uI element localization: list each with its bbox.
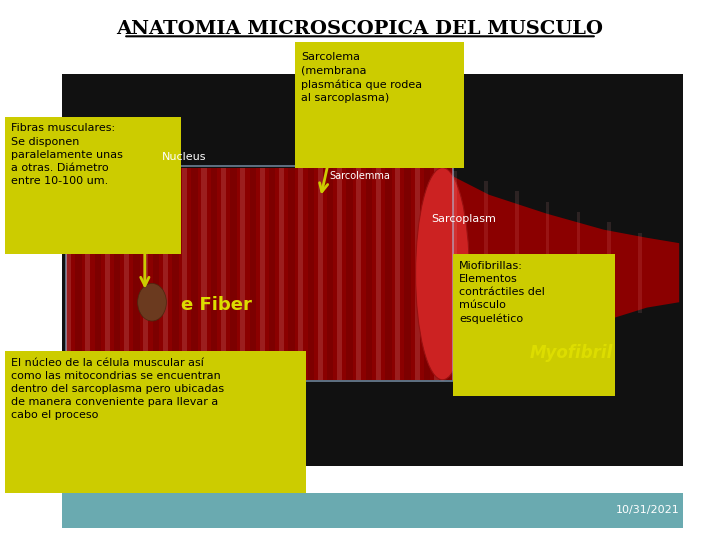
Text: Sarcolemma: Sarcolemma xyxy=(330,171,390,181)
Bar xyxy=(182,168,187,380)
Bar xyxy=(385,168,392,380)
Text: Sarcoplasm: Sarcoplasm xyxy=(432,214,497,224)
Bar xyxy=(230,168,237,380)
Bar xyxy=(366,168,372,380)
Bar xyxy=(577,212,580,334)
Bar xyxy=(356,168,361,380)
Text: Nucleus: Nucleus xyxy=(162,152,207,162)
Text: Fibras musculares:
Se disponen
paralelamente unas
a otras. Diámetro
entre 10-100: Fibras musculares: Se disponen paralelam… xyxy=(12,123,123,186)
Bar xyxy=(515,191,518,356)
Bar xyxy=(104,168,109,380)
Bar xyxy=(288,168,294,380)
FancyBboxPatch shape xyxy=(453,254,615,396)
Bar xyxy=(279,168,284,380)
Bar xyxy=(240,168,246,380)
Bar xyxy=(484,181,487,367)
Ellipse shape xyxy=(138,284,166,321)
Bar xyxy=(250,168,256,380)
Bar xyxy=(153,168,159,380)
Bar xyxy=(63,74,683,466)
Polygon shape xyxy=(442,171,679,377)
FancyBboxPatch shape xyxy=(5,350,306,493)
Text: Myofibril: Myofibril xyxy=(530,345,613,362)
Bar xyxy=(424,168,431,380)
Text: ANATOMIA MICROSCOPICA DEL MUSCULO: ANATOMIA MICROSCOPICA DEL MUSCULO xyxy=(117,20,603,38)
Bar xyxy=(85,168,90,380)
Bar xyxy=(260,168,265,380)
Bar xyxy=(395,168,400,380)
Bar xyxy=(66,168,453,380)
Bar xyxy=(346,168,353,380)
Bar xyxy=(307,168,314,380)
Bar xyxy=(318,168,323,380)
Bar xyxy=(221,168,226,380)
Bar xyxy=(63,493,683,528)
Bar xyxy=(114,168,120,380)
Bar xyxy=(327,168,333,380)
Bar xyxy=(546,202,549,345)
Text: Miofibrillas:
Elementos
contráctiles del
músculo
esquelético: Miofibrillas: Elementos contráctiles del… xyxy=(459,261,545,325)
Text: Sarcolema
(membrana
plasmática que rodea
al sarcoplasma): Sarcolema (membrana plasmática que rodea… xyxy=(301,52,423,103)
Bar xyxy=(66,168,71,380)
Bar xyxy=(66,166,453,381)
Bar xyxy=(192,168,198,380)
Bar xyxy=(163,168,168,380)
Text: 10/31/2021: 10/31/2021 xyxy=(616,505,679,515)
Bar xyxy=(639,233,642,313)
FancyBboxPatch shape xyxy=(5,117,181,254)
Bar xyxy=(172,168,179,380)
Bar xyxy=(133,168,140,380)
FancyBboxPatch shape xyxy=(295,42,464,168)
Bar xyxy=(124,168,129,380)
Bar xyxy=(444,168,450,380)
Bar xyxy=(415,168,420,380)
Bar xyxy=(337,168,342,380)
Bar xyxy=(211,168,217,380)
Text: El núcleo de la célula muscular así
como las mitocondrias se encuentran
dentro d: El núcleo de la célula muscular así como… xyxy=(12,357,225,420)
Bar xyxy=(298,168,303,380)
Bar xyxy=(608,222,611,323)
Bar xyxy=(76,168,81,380)
Bar xyxy=(376,168,381,380)
Bar xyxy=(269,168,275,380)
Bar xyxy=(202,168,207,380)
Bar xyxy=(405,168,411,380)
Ellipse shape xyxy=(415,167,469,380)
Bar xyxy=(453,171,456,377)
Bar xyxy=(434,168,439,380)
Bar xyxy=(143,168,148,380)
Bar xyxy=(94,168,101,380)
Text: e Fiber: e Fiber xyxy=(181,296,252,314)
